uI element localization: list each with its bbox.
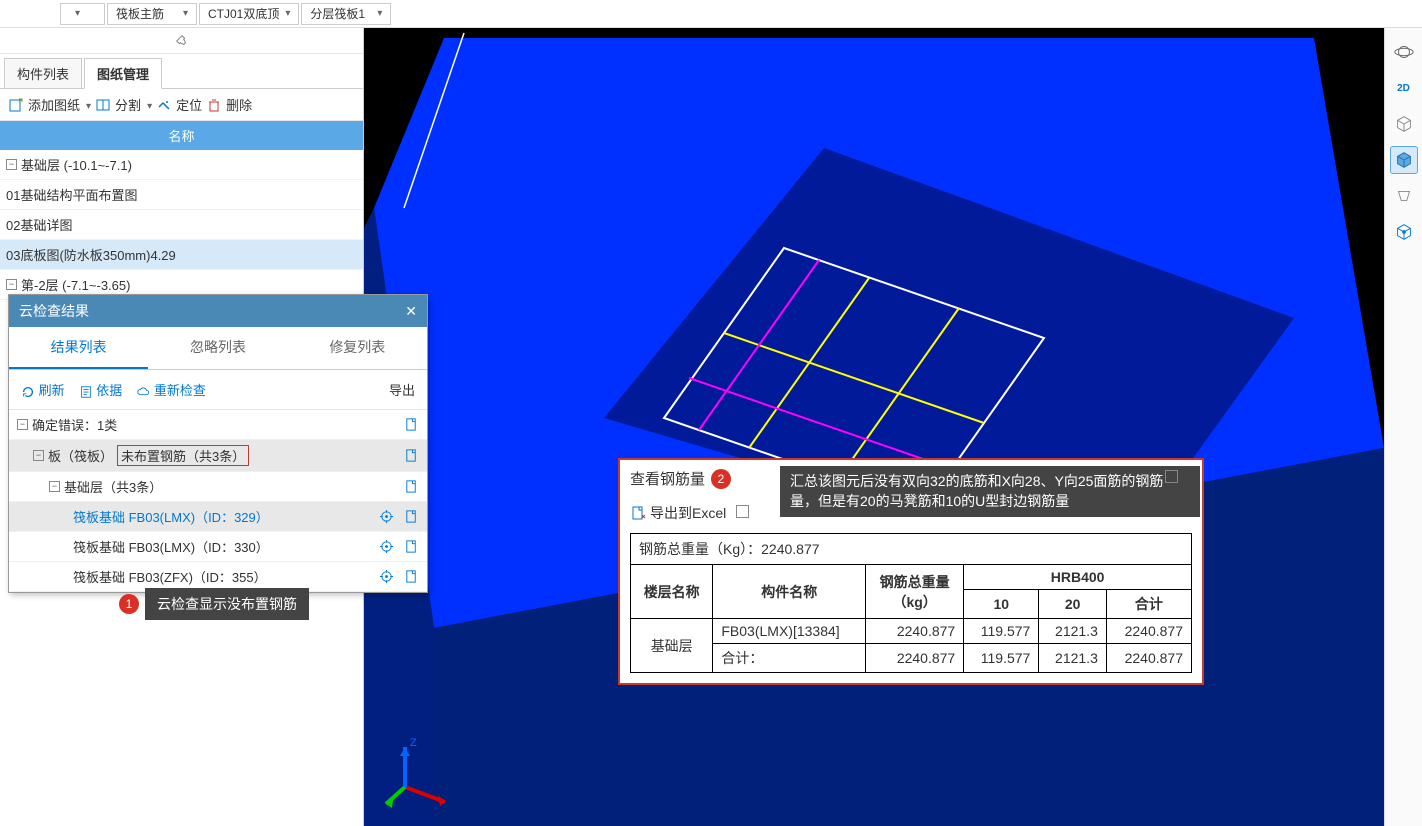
close-icon[interactable]: ✕: [405, 303, 417, 320]
delete-icon: [206, 97, 222, 113]
basis-button[interactable]: 依据: [79, 380, 123, 399]
result-group[interactable]: −板（筏板）未布置钢筋（共3条）: [9, 440, 427, 472]
expander-icon[interactable]: −: [6, 279, 17, 290]
drawing-toolbar: 添加图纸 分割 定位 删除: [0, 89, 363, 121]
result-item[interactable]: 筏板基础 FB03(LMX)（ID：330）: [9, 532, 427, 562]
3d-model: [364, 28, 1384, 826]
pin-icon[interactable]: [175, 34, 189, 48]
export-icon: [630, 505, 646, 521]
target-icon[interactable]: [379, 569, 394, 584]
doc-icon[interactable]: [404, 539, 419, 554]
tree-floor-row[interactable]: − 基础层 (-10.1~-7.1): [0, 150, 363, 180]
cloud-icon: [136, 385, 150, 399]
cloud-check-panel: 云检查结果 ✕ 结果列表 忽略列表 修复列表 刷新 依据 重新检查 导出 −确定…: [8, 294, 428, 593]
table-row: 基础层 FB03(LMX)[13384] 2240.877 119.577 21…: [631, 619, 1192, 644]
recheck-button[interactable]: 重新检查: [136, 380, 206, 399]
check-tabs: 结果列表 忽略列表 修复列表: [9, 327, 427, 370]
doc-icon[interactable]: [404, 569, 419, 584]
result-floor[interactable]: −基础层（共3条）: [9, 472, 427, 502]
drawing-tree: − 基础层 (-10.1~-7.1) 01基础结构平面布置图 02基础详图 03…: [0, 150, 363, 300]
steel-table: 楼层名称 构件名称 钢筋总重量 （kg） HRB400 10 20 合计 基础层…: [630, 564, 1192, 673]
add-drawing-button[interactable]: 添加图纸: [8, 95, 91, 114]
check-tab-ignore[interactable]: 忽略列表: [148, 327, 287, 369]
cube-nav-icon[interactable]: [1390, 218, 1418, 246]
check-toolbar: 刷新 依据 重新检查 导出: [9, 370, 427, 410]
doc-icon[interactable]: [404, 448, 419, 463]
check-tab-repair[interactable]: 修复列表: [288, 327, 427, 369]
check-result-tree: −确定错误：1类 −板（筏板）未布置钢筋（共3条） −基础层（共3条） 筏板基础…: [9, 410, 427, 592]
doc-icon[interactable]: [404, 417, 419, 432]
tree-drawing-row[interactable]: 02基础详图: [0, 210, 363, 240]
expander-icon[interactable]: −: [6, 159, 17, 170]
locate-button[interactable]: 定位: [156, 95, 202, 114]
split-icon: [95, 97, 111, 113]
right-view-toolbar: 2D: [1384, 28, 1422, 826]
annotation-1-text: 云检查显示没布置钢筋: [145, 588, 309, 620]
annotation-1-number: 1: [119, 594, 139, 614]
check-title-bar: 云检查结果 ✕: [9, 295, 427, 327]
expander-icon[interactable]: −: [17, 419, 28, 430]
refresh-icon: [21, 385, 35, 399]
result-item[interactable]: 筏板基础 FB03(LMX)（ID：329）: [9, 502, 427, 532]
annotation-2-number: 2: [711, 469, 731, 489]
target-icon[interactable]: [379, 539, 394, 554]
locate-icon: [156, 97, 172, 113]
left-tabs: 构件列表 图纸管理: [0, 54, 363, 89]
show-checkbox[interactable]: [736, 505, 753, 521]
check-tab-result[interactable]: 结果列表: [9, 327, 148, 369]
expander-icon[interactable]: −: [49, 481, 60, 492]
2d-button[interactable]: 2D: [1390, 74, 1418, 102]
annotation-1: 1 云检查显示没布置钢筋: [119, 588, 309, 620]
dropdown-layer[interactable]: 分层筏板1: [301, 3, 391, 25]
target-icon[interactable]: [379, 509, 394, 524]
tab-drawings[interactable]: 图纸管理: [84, 58, 162, 89]
tree-drawing-row[interactable]: 03底板图(防水板350mm)4.29: [0, 240, 363, 270]
axis-gizmo: Z: [380, 732, 460, 812]
svg-text:Z: Z: [410, 737, 417, 749]
export-excel-button[interactable]: 导出到Excel: [630, 503, 726, 523]
add-icon: [8, 97, 24, 113]
3d-viewport[interactable]: Z: [364, 28, 1384, 826]
dropdown-blank[interactable]: [60, 3, 105, 25]
dropdown-ctj[interactable]: CTJ01双底顶: [199, 3, 299, 25]
tree-column-name: 名称: [0, 121, 363, 150]
steel-quantity-panel: 查看钢筋量 2 汇总该图元后没有双向32的底筋和X向28、Y向25面筋的钢筋量，…: [618, 458, 1204, 685]
annotation-2-text: 汇总该图元后没有双向32的底筋和X向28、Y向25面筋的钢筋量，但是有20的马凳…: [780, 466, 1200, 517]
table-row: 楼层名称 构件名称 钢筋总重量 （kg） HRB400: [631, 565, 1192, 590]
expander-icon[interactable]: −: [33, 450, 44, 461]
top-toolbar: 筏板主筋 CTJ01双底顶 分层筏板1: [0, 0, 1422, 28]
solid-cube-icon[interactable]: [1390, 146, 1418, 174]
tree-drawing-row[interactable]: 01基础结构平面布置图: [0, 180, 363, 210]
steel-total-line: 钢筋总重量（Kg）：2240.877: [630, 533, 1192, 564]
doc-icon[interactable]: [404, 509, 419, 524]
result-root[interactable]: −确定错误：1类: [9, 410, 427, 440]
basis-icon: [79, 385, 93, 399]
orbit-icon[interactable]: [1390, 38, 1418, 66]
panel-pin-bar: [0, 28, 363, 54]
delete-button[interactable]: 删除: [206, 95, 252, 114]
export-button[interactable]: 导出: [389, 380, 415, 399]
wireframe-cube-icon[interactable]: [1390, 110, 1418, 138]
dropdown-rebar-type[interactable]: 筏板主筋: [107, 3, 197, 25]
refresh-button[interactable]: 刷新: [21, 380, 65, 399]
split-button[interactable]: 分割: [95, 95, 152, 114]
tab-components[interactable]: 构件列表: [4, 58, 82, 88]
perspective-icon[interactable]: [1390, 182, 1418, 210]
corner-checkbox[interactable]: [1165, 470, 1178, 483]
table-row: 合计： 2240.877 119.577 2121.3 2240.877: [631, 644, 1192, 673]
doc-icon[interactable]: [404, 479, 419, 494]
